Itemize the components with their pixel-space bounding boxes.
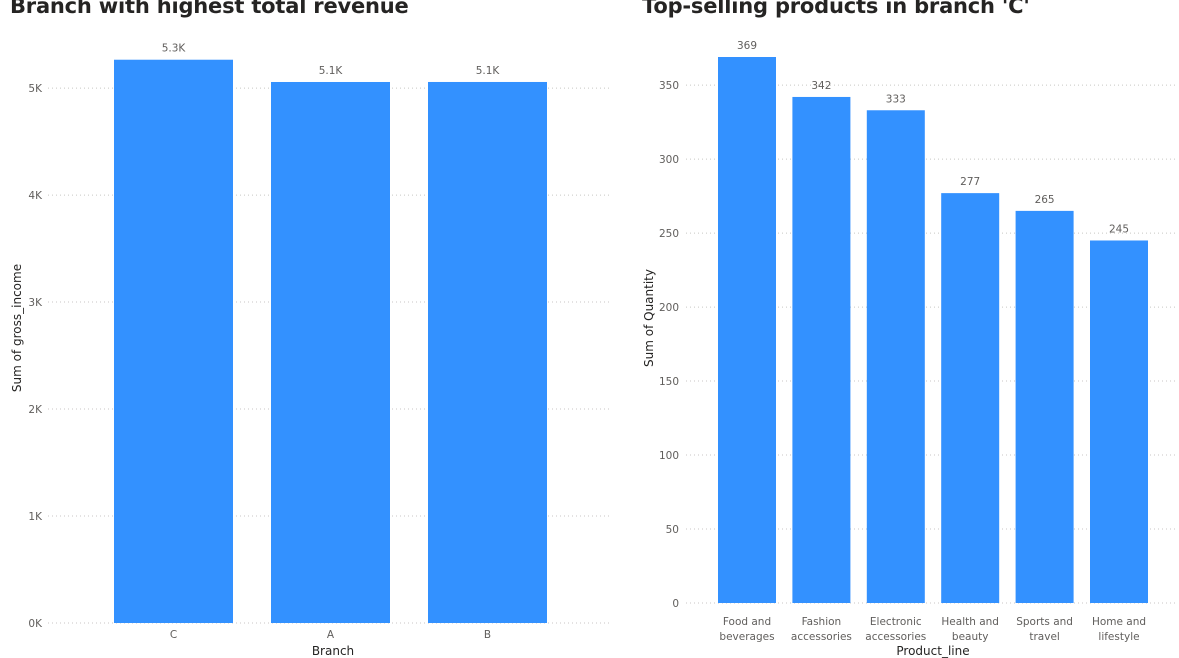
y-tick-label: 1K (28, 511, 43, 523)
x-tick-label: A (327, 629, 335, 641)
x-tick-label-line: lifestyle (1098, 631, 1139, 643)
x-tick-label-line: accessories (791, 631, 852, 643)
y-tick-label: 350 (659, 80, 679, 92)
y-tick-label: 4K (28, 190, 43, 202)
data-label: 333 (886, 93, 906, 105)
bar (428, 81, 547, 623)
x-tick-label-line: beverages (719, 631, 774, 643)
x-tick-label-line: beauty (952, 631, 989, 643)
y-tick-label: 50 (666, 524, 679, 536)
bar (1015, 210, 1074, 604)
x-tick-label-line: B (484, 629, 491, 641)
x-tick-label-line: Food and (723, 616, 771, 628)
y-tick-label: 5K (28, 83, 43, 95)
x-tick-label-line: Home and (1092, 616, 1146, 628)
data-label: 5.1K (319, 65, 344, 77)
top-products-chart: Top-selling products in branch 'C' 0 50 10… (630, 0, 1179, 658)
revenue-chart-canvas: 0K 1K 2K 3K 4K 5K 5.3K C 5.1K A 5.1K B Branch Sum of … (10, 43, 612, 658)
bar (866, 110, 925, 603)
revenue-by-branch-chart: Branch with highest total revenue 0K 1K 2K… (10, 0, 612, 658)
x-tick-label: Food and beverages (719, 616, 774, 643)
x-tick-label: Electronic accessories (865, 616, 926, 643)
x-tick-label-line: Health and (941, 616, 999, 628)
x-tick-label: C (170, 629, 177, 641)
y-tick-label: 3K (28, 297, 43, 309)
x-tick-label-line: travel (1029, 631, 1059, 643)
bar (271, 81, 390, 623)
data-label: 342 (811, 80, 831, 92)
x-tick-label: Sports and travel (1016, 616, 1073, 643)
data-label: 5.1K (476, 65, 501, 77)
bar (792, 96, 851, 603)
data-label: 277 (960, 176, 980, 188)
products-chart-canvas: 0 50 100 150 200 250 300 350 369 Food and beverage… (642, 40, 1176, 658)
bar (718, 57, 776, 603)
y-tick-label: 0K (28, 618, 43, 630)
x-tick-label-line: accessories (865, 631, 926, 643)
x-tick-label-line: A (327, 629, 335, 641)
x-tick-label-line: C (170, 629, 177, 641)
x-tick-label: Health and beauty (941, 616, 999, 643)
x-tick-label: Fashion accessories (791, 616, 852, 643)
x-tick-label-line: Fashion (802, 616, 842, 628)
x-tick-label-line: Sports and (1016, 616, 1073, 628)
y-tick-label: 100 (659, 450, 679, 462)
y-tick-label: 2K (28, 404, 43, 416)
y-axis-title: Sum of Quantity (642, 269, 656, 367)
x-tick-label: Home and lifestyle (1092, 616, 1146, 643)
bar (114, 59, 233, 623)
data-label: 5.3K (162, 43, 187, 55)
x-tick-label-line: Electronic (870, 616, 922, 628)
chart-title: Top-selling products in branch 'C' (642, 0, 1030, 18)
chart-title: Branch with highest total revenue (10, 0, 409, 18)
data-label: 245 (1109, 223, 1129, 235)
y-axis-title: Sum of gross_income (10, 264, 24, 392)
data-label: 369 (737, 40, 757, 52)
bar (941, 193, 1000, 604)
x-axis-title: Product_line (896, 644, 969, 658)
x-tick-label: B (484, 629, 491, 641)
data-label: 265 (1035, 194, 1055, 206)
y-tick-label: 150 (659, 376, 679, 388)
x-axis-title: Branch (312, 644, 354, 658)
y-tick-label: 300 (659, 154, 679, 166)
y-tick-label: 200 (659, 302, 679, 314)
y-tick-label: 0 (672, 598, 679, 610)
bar (1090, 240, 1148, 603)
y-tick-label: 250 (659, 228, 679, 240)
